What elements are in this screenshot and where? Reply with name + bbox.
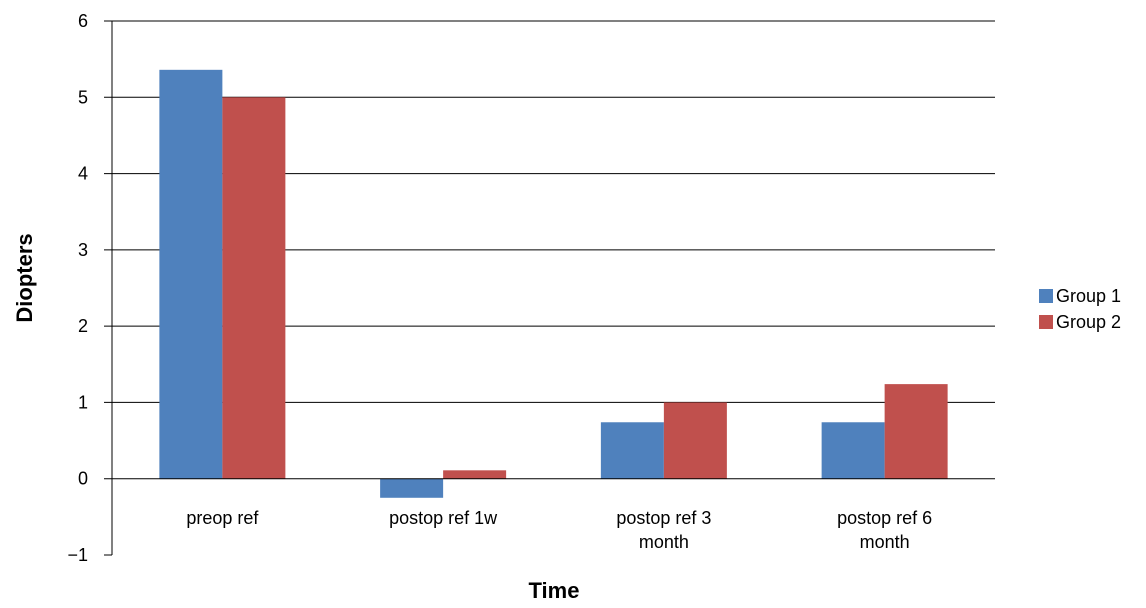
y-tick-label: 4	[78, 164, 88, 184]
bar	[600, 422, 664, 479]
y-tick-label: 6	[78, 11, 88, 31]
y-tick-label: 5	[78, 87, 88, 107]
x-category-label: preop ref	[186, 508, 259, 528]
bar	[159, 69, 223, 479]
bar	[884, 384, 948, 479]
y-axis-title: Diopters	[12, 233, 37, 322]
y-tick-label: 2	[78, 316, 88, 336]
y-tick-label: 1	[78, 392, 88, 412]
x-axis-title: Time	[529, 578, 580, 603]
bar	[222, 97, 286, 479]
x-category-label: postop ref 1w	[389, 508, 498, 528]
legend: Group 1 Group 2	[1039, 286, 1121, 332]
bar	[443, 470, 507, 479]
y-tick-label: 3	[78, 240, 88, 260]
y-tick-label: 0	[78, 469, 88, 489]
legend-label: Group 2	[1056, 312, 1121, 332]
legend-swatch	[1039, 315, 1053, 329]
x-category-labels: preop ref postop ref 1w postop ref 3 month p…	[186, 508, 932, 552]
y-tick-label: −1	[67, 545, 88, 565]
legend-swatch	[1039, 289, 1053, 303]
bar	[821, 422, 885, 479]
bars	[159, 69, 948, 498]
axes	[104, 21, 995, 555]
bar	[380, 478, 444, 498]
y-tick-labels: 6 5 4 3 2 1 0 −1	[67, 11, 88, 565]
bar	[663, 402, 727, 479]
x-category-label: postop ref 3 month	[616, 508, 711, 552]
legend-label: Group 1	[1056, 286, 1121, 306]
x-category-label: postop ref 6 month	[837, 508, 932, 552]
